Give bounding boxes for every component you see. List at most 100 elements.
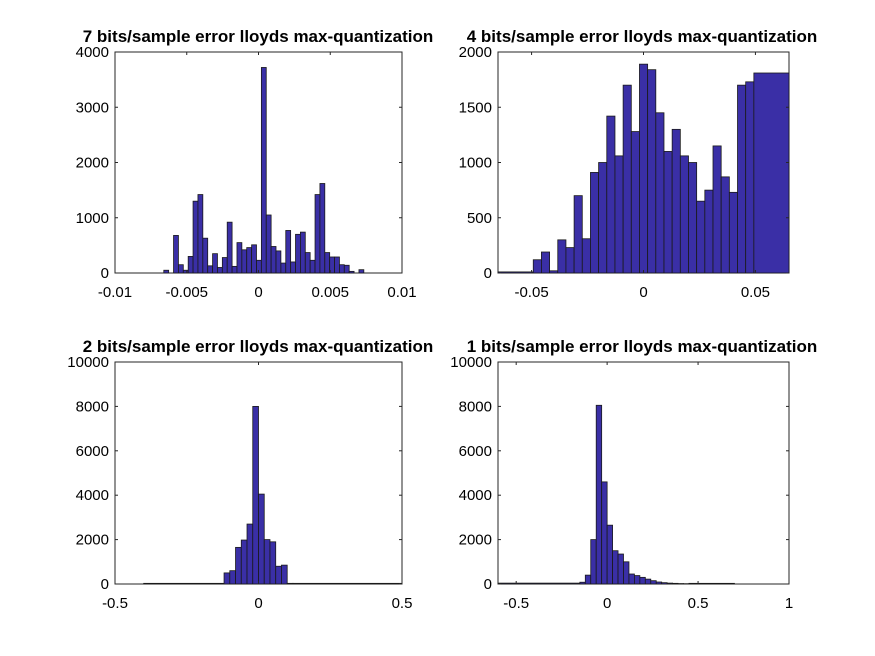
histogram-bar xyxy=(688,582,735,585)
histogram-bar xyxy=(573,195,583,274)
histogram-bar xyxy=(240,539,248,585)
histogram-bar xyxy=(309,259,316,274)
histogram-bar xyxy=(187,256,194,274)
histogram-bar xyxy=(223,572,231,585)
histogram-bar xyxy=(212,253,218,274)
histogram-bar xyxy=(497,271,534,274)
histogram-bar xyxy=(704,189,714,274)
x-tick-label: -0.005 xyxy=(165,284,208,301)
histogram-bar xyxy=(541,251,550,274)
y-tick-label: 2000 xyxy=(459,44,492,61)
histogram-bar xyxy=(217,267,223,274)
y-tick-label: 1000 xyxy=(459,155,492,172)
y-tick-label: 6000 xyxy=(76,443,109,460)
histogram-bar xyxy=(639,576,646,585)
histogram-bar xyxy=(663,151,673,274)
histogram-bar xyxy=(661,582,668,585)
histogram-bar xyxy=(202,237,209,274)
histogram-bar xyxy=(606,115,616,274)
histogram-bar xyxy=(229,570,236,585)
x-tick-label: -0.01 xyxy=(98,284,132,301)
x-tick-label: 0 xyxy=(603,595,611,612)
histogram-bar xyxy=(639,63,649,274)
histogram-bar xyxy=(275,565,282,585)
histogram-bar xyxy=(728,191,738,274)
subplot-7-bits: -0.01 -0.005 0 0.005 0.01 0 1000 2000 3000 40007 … xyxy=(76,27,434,301)
histogram-bar xyxy=(598,162,608,274)
histogram-bar xyxy=(265,214,272,274)
histogram-bar xyxy=(655,581,663,585)
histogram-bar xyxy=(314,194,321,274)
chart-title: 7 bits/sample error lloyds max-quantizat… xyxy=(83,27,433,46)
histogram-bar xyxy=(252,405,259,585)
x-tick-label: 0.01 xyxy=(387,284,416,301)
histogram-bar xyxy=(173,235,179,274)
x-tick-label: 0.005 xyxy=(311,284,349,301)
x-tick-label: 0.5 xyxy=(688,595,709,612)
histogram-bar xyxy=(221,257,228,274)
histogram-bar xyxy=(358,269,365,274)
histogram-bar xyxy=(300,231,306,274)
histogram-bar xyxy=(348,270,355,274)
histogram-bar xyxy=(672,582,679,585)
plot-area-1-bits xyxy=(497,361,790,585)
y-tick-label: 3000 xyxy=(76,99,109,116)
histogram-bar xyxy=(623,561,630,585)
histogram-bar xyxy=(192,200,199,274)
histogram-bar xyxy=(304,252,311,274)
histogram-bar xyxy=(628,573,635,585)
histogram-bar xyxy=(286,582,294,585)
histogram-bar xyxy=(281,564,288,585)
histogram-bar xyxy=(655,112,665,274)
histogram-bar xyxy=(292,582,403,585)
histogram-bar xyxy=(584,574,592,585)
histogram-bar xyxy=(251,244,257,274)
histogram-bar xyxy=(270,246,277,274)
histogram-bar xyxy=(614,155,624,274)
histogram-bar xyxy=(197,194,204,274)
histogram-bar xyxy=(601,481,608,585)
histogram-bar xyxy=(650,580,657,585)
y-tick-label: 10000 xyxy=(67,354,109,371)
chart-title: 2 bits/sample error lloyds max-quantizat… xyxy=(83,337,433,356)
histogram-bar xyxy=(285,230,292,274)
y-tick-label: 0 xyxy=(484,576,492,593)
histogram-bar xyxy=(557,239,567,274)
histogram-bar xyxy=(671,128,681,274)
histogram-bar xyxy=(737,84,747,274)
histogram-bar xyxy=(644,578,652,585)
histogram-bar xyxy=(549,270,559,274)
x-tick-label: 1 xyxy=(785,595,793,612)
histogram-bar xyxy=(634,575,641,585)
histogram-bar xyxy=(280,262,287,274)
histogram-bar xyxy=(622,84,632,274)
histogram-bar xyxy=(236,242,243,274)
y-tick-label: 8000 xyxy=(76,398,109,415)
histogram-bar xyxy=(231,265,238,274)
histogram-bar xyxy=(339,264,345,274)
histogram-bar xyxy=(235,546,242,585)
y-tick-label: 1500 xyxy=(459,99,492,116)
histogram-bar xyxy=(532,259,542,274)
histogram-bar xyxy=(246,247,253,274)
y-tick-label: 4000 xyxy=(76,44,109,61)
histogram-bar xyxy=(258,493,265,585)
histogram-bar xyxy=(753,72,790,274)
y-tick-label: 500 xyxy=(467,210,492,227)
histogram-bar xyxy=(590,172,600,274)
histogram-bar xyxy=(290,261,296,274)
histogram-bar xyxy=(334,256,340,274)
y-tick-label: 1000 xyxy=(76,210,109,227)
histogram-bar xyxy=(666,582,673,585)
histogram-bar xyxy=(647,69,657,274)
histogram-bar xyxy=(617,553,624,585)
histogram-bar xyxy=(246,523,254,585)
histogram-bar xyxy=(263,539,271,585)
histogram-bar xyxy=(275,250,282,274)
y-tick-label: 0 xyxy=(101,576,109,593)
x-tick-label: -0.5 xyxy=(503,595,529,612)
histogram-bar xyxy=(260,67,267,274)
